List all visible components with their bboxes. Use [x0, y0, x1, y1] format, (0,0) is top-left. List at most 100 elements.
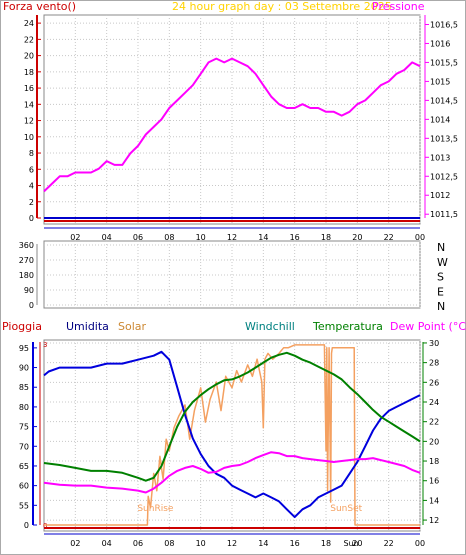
x-tick-label: 14 [258, 233, 268, 242]
temperature-tick-label: 26 [429, 378, 439, 387]
x-tick-label: 18 [321, 539, 331, 548]
pressure-axis-label: Pressione [372, 0, 425, 13]
temperature-tick-label: 20 [429, 437, 439, 446]
compass-letter: N [437, 241, 445, 254]
pressure-tick-label: 1015,5 [430, 58, 458, 67]
wind-axis-label: Forza vento() [3, 0, 76, 13]
sunrise-label: SunRise [137, 504, 174, 514]
wind-tick-label: 12 [24, 117, 34, 126]
direction-tick-label: 0 [29, 301, 34, 310]
wind-tick-label: 10 [24, 133, 34, 142]
pressure-tick-label: 1015 [430, 77, 450, 86]
temperature-humidity-chart: 0 55 60 65 70 75 80 85 90 95 0 3 12 14 16 18 20 22 24 26 28 3… [19, 339, 439, 548]
wind-tick-label: 2 [29, 198, 34, 207]
series-line-dew-point [43, 451, 421, 494]
temperature-tick-label: 12 [429, 516, 439, 525]
x-tick-label: 18 [321, 233, 331, 242]
pressure-tick-label: 1014,5 [430, 96, 458, 105]
windchill-label: Windchill [245, 320, 295, 333]
x-tick-label: 10 [196, 233, 206, 242]
wind-tick-label: 8 [29, 149, 34, 158]
dewpoint-label: Dew Point (°C) [390, 320, 466, 333]
temperature-tick-label: 28 [429, 359, 439, 368]
wind-tick-label: 16 [24, 84, 34, 93]
x-tick-label: 22 [384, 233, 394, 242]
wind-tick-label: 14 [24, 100, 34, 109]
wind-tick-label: 24 [24, 19, 34, 28]
direction-tick-label: 270 [19, 256, 34, 265]
pressure-tick-label: 1014 [430, 115, 450, 124]
pressure-tick-label: 1013,5 [430, 134, 458, 143]
humidity-tick-label: 0 [24, 521, 29, 530]
x-tick-label: 16 [290, 539, 300, 548]
x-tick-label: 04 [102, 233, 112, 242]
x-tick-label: 22 [384, 539, 394, 548]
x-tick-label: 00 [415, 233, 425, 242]
humidity-tick-label: 90 [19, 364, 29, 373]
compass-letter: W [437, 256, 448, 269]
compass-letter: E [437, 285, 444, 298]
compass-letter: N [437, 300, 445, 313]
wind-tick-label: 6 [29, 165, 34, 174]
humidity-tick-label: 85 [19, 383, 29, 392]
temperature-tick-label: 14 [429, 496, 439, 505]
wind-tick-label: 22 [24, 35, 34, 44]
x-tick-label: 02 [70, 539, 80, 548]
direction-tick-label: 360 [19, 241, 34, 250]
x-tick-label: 08 [164, 233, 174, 242]
wind-tick-label: 0 [29, 214, 34, 223]
rain-tick-label: 0 [43, 522, 47, 530]
pressure-tick-label: 1016,5 [430, 20, 458, 29]
sunset-label: SunSet [330, 504, 362, 514]
x-tick-label: 08 [164, 539, 174, 548]
rain-tick-label: 3 [43, 341, 47, 349]
series-line-temperatura [43, 351, 421, 482]
x-tick-label: 14 [258, 539, 268, 548]
humidity-tick-label: 60 [19, 482, 29, 491]
direction-tick-label: 90 [24, 286, 34, 295]
pressure-tick-label: 1012,5 [430, 172, 458, 181]
humidity-tick-label: 70 [19, 442, 29, 451]
humidity-label: Umidita [66, 320, 109, 333]
temperature-tick-label: 22 [429, 418, 439, 427]
pressure-tick-label: 1012 [430, 191, 450, 200]
x-tick-label: Sun [343, 539, 358, 548]
series-line-pressione [43, 57, 421, 193]
x-tick-label: 06 [133, 233, 143, 242]
x-tick-label: 12 [227, 539, 237, 548]
pressure-tick-label: 1016 [430, 39, 450, 48]
x-tick-label: 00 [415, 539, 425, 548]
direction-tick-label: 180 [19, 271, 34, 280]
x-tick-label: 16 [290, 233, 300, 242]
wind-tick-label: 20 [24, 52, 34, 61]
series-line-umidita [43, 350, 421, 519]
temperature-tick-label: 24 [429, 398, 439, 407]
x-tick-label: 02 [70, 233, 80, 242]
x-tick-label: 12 [227, 233, 237, 242]
humidity-tick-label: 80 [19, 403, 29, 412]
humidity-tick-label: 55 [19, 501, 29, 510]
x-tick-label: 06 [133, 539, 143, 548]
x-tick-label: 04 [102, 539, 112, 548]
x-tick-label: 20 [352, 233, 362, 242]
x-tick-label: 10 [196, 539, 206, 548]
wind-tick-label: 18 [24, 68, 34, 77]
temperature-tick-label: 16 [429, 477, 439, 486]
temperature-label: Temperatura [312, 320, 383, 333]
humidity-tick-label: 65 [19, 462, 29, 471]
pressure-tick-label: 1013 [430, 153, 450, 162]
x-tick-label: 20 [352, 539, 362, 548]
humidity-tick-label: 95 [19, 344, 29, 353]
rain-label: Pioggia [2, 320, 42, 333]
temperature-tick-label: 30 [429, 339, 439, 348]
compass-letter: S [437, 271, 444, 284]
pressure-tick-label: 1011,5 [430, 210, 458, 219]
solar-label: Solar [118, 320, 147, 333]
temperature-tick-label: 18 [429, 457, 439, 466]
wind-tick-label: 4 [29, 182, 34, 191]
chart1-title: 24 hour graph day : 03 Settembre 2025 [172, 0, 392, 13]
wind-pressure-chart: 0246810121416182022241011,510121012,5101… [24, 14, 458, 242]
